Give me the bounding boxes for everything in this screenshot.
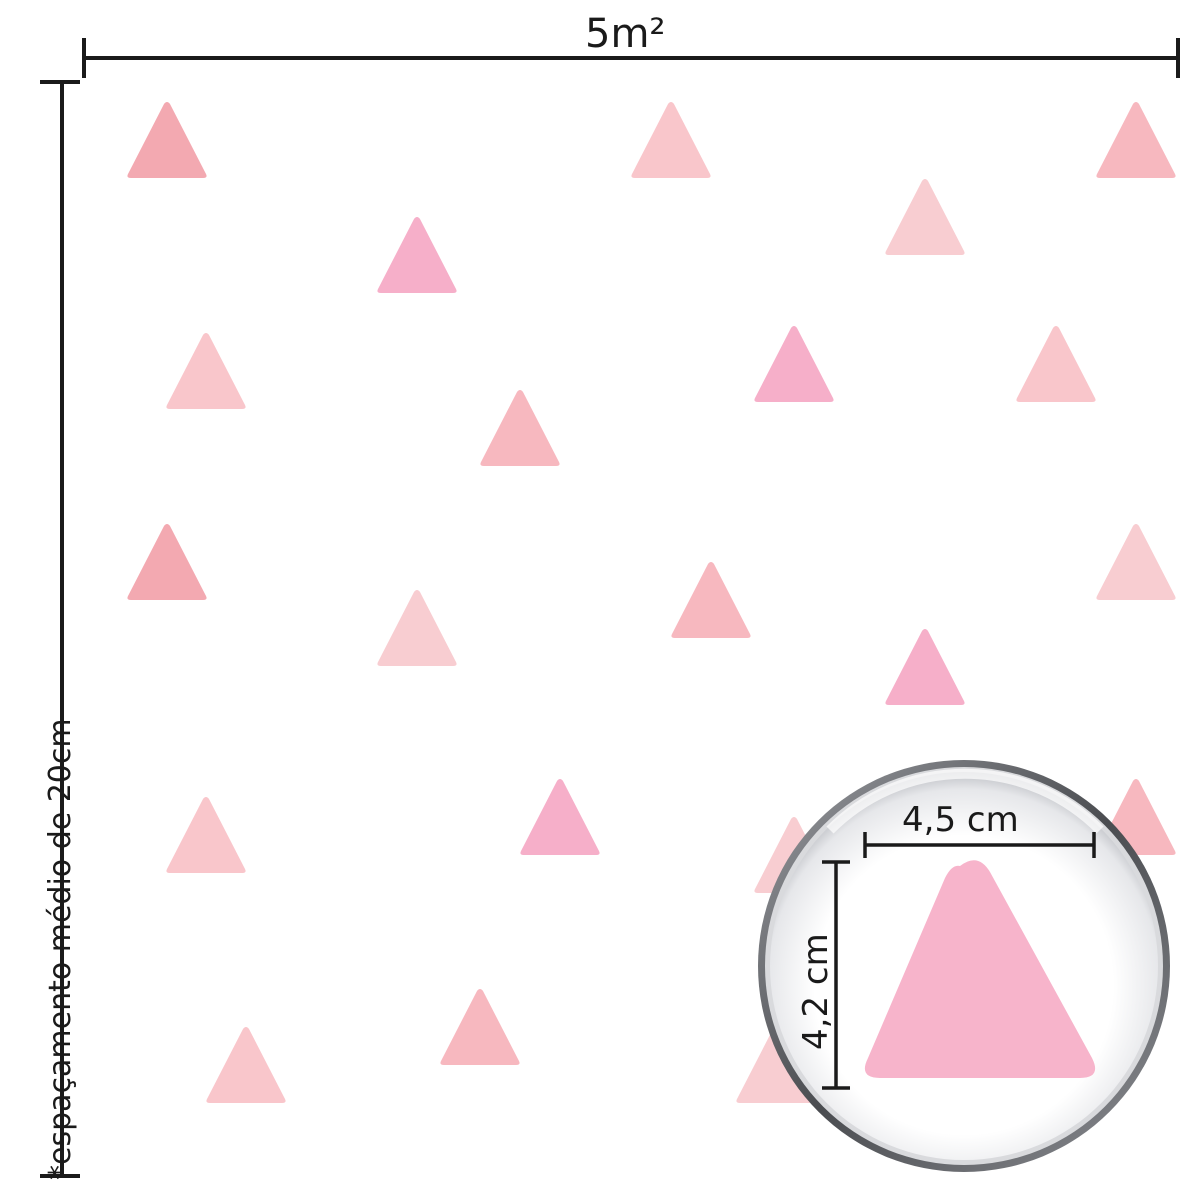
height-dimension-line <box>40 80 80 1178</box>
pattern-triangle <box>754 326 834 402</box>
width-dimension-line <box>82 38 1180 78</box>
width-label: 5m² <box>585 11 666 57</box>
pattern-triangle <box>631 102 711 178</box>
pattern-triangle <box>1096 102 1176 178</box>
zoom-height-dimension <box>822 860 850 1090</box>
pattern-triangle <box>520 779 600 855</box>
pattern-triangle <box>377 590 457 666</box>
pattern-triangle <box>127 524 207 600</box>
triangle-pattern <box>127 102 1176 1103</box>
pattern-triangle <box>166 333 246 409</box>
pattern-triangle <box>671 562 751 638</box>
pattern-triangle <box>440 989 520 1065</box>
pattern-triangle <box>1016 326 1096 402</box>
pattern-triangle <box>127 102 207 178</box>
zoomed-triangle <box>864 860 1096 1078</box>
zoom-height-label: 4,2 cm <box>796 933 836 1050</box>
pattern-triangle <box>206 1027 286 1103</box>
pattern-triangle <box>885 629 965 705</box>
pattern-triangle <box>885 179 965 255</box>
pattern-triangle <box>377 217 457 293</box>
pattern-triangle <box>166 797 246 873</box>
spacing-note: *espaçamento médio de 20cm <box>43 718 78 1180</box>
pattern-triangle <box>480 390 560 466</box>
zoom-width-dimension <box>863 832 1096 858</box>
zoom-width-label: 4,5 cm <box>902 800 1019 840</box>
pattern-triangle <box>1096 524 1176 600</box>
